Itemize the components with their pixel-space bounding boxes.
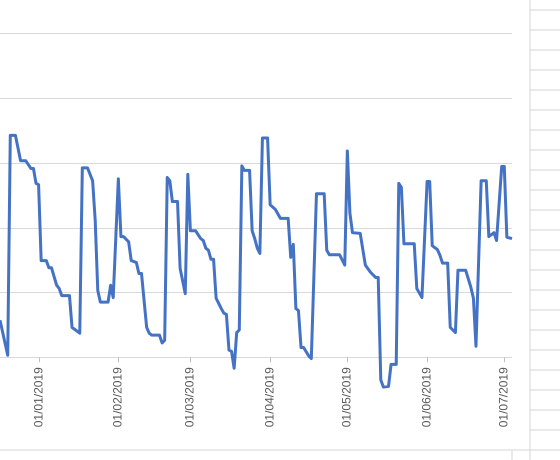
x-tick-label: 01/06/2019 bbox=[420, 367, 434, 427]
x-tick-label: 01/02/2019 bbox=[111, 367, 125, 427]
x-tick-label: 01/05/2019 bbox=[340, 367, 354, 427]
x-tick-label: 01/03/2019 bbox=[183, 367, 197, 427]
x-tick-label: 01/01/2019 bbox=[32, 367, 46, 427]
x-tick-label: 01/04/2019 bbox=[263, 367, 277, 427]
x-tick-label: 01/07/2019 bbox=[497, 367, 511, 427]
data-line bbox=[0, 133, 513, 389]
